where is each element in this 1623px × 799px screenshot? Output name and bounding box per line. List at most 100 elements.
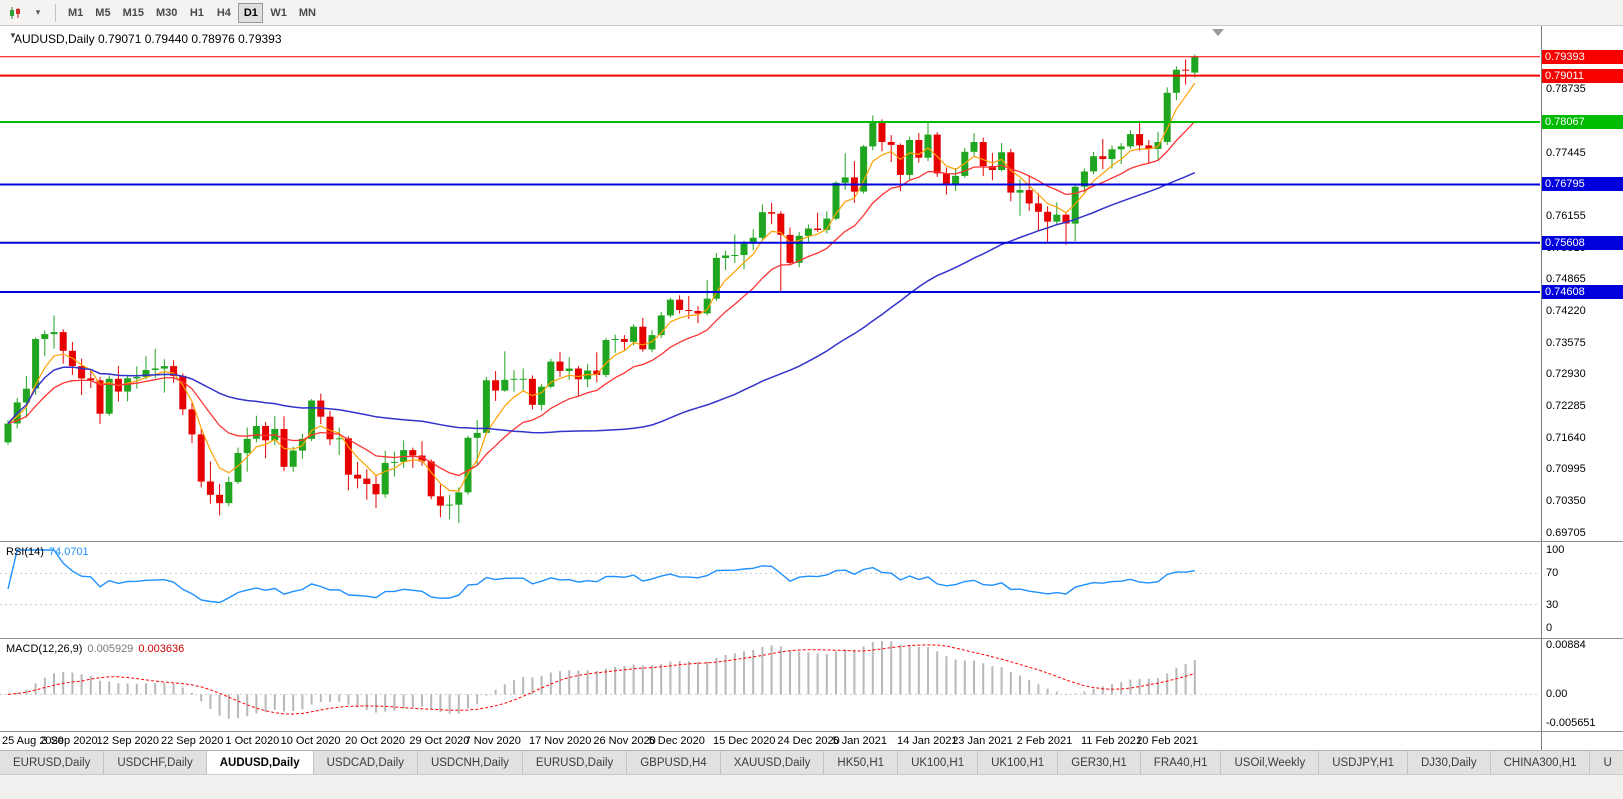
macd-histogram-bar bbox=[549, 672, 552, 695]
tab-uk100-h1[interactable]: UK100,H1 bbox=[978, 751, 1059, 774]
macd-histogram-bar bbox=[651, 665, 653, 695]
candle bbox=[1172, 66, 1180, 101]
tab-usdcnh-daily[interactable]: USDCNH,Daily bbox=[417, 751, 523, 774]
candle bbox=[657, 312, 665, 338]
tab-usoil-weekly[interactable]: USOil,Weekly bbox=[1221, 751, 1320, 774]
tab-usdcad-daily[interactable]: USDCAD,Daily bbox=[313, 751, 418, 774]
one-click-trading-arrow[interactable]: ▼ bbox=[9, 31, 17, 40]
macd-histogram-bar bbox=[365, 694, 368, 710]
tab-eurusd-daily[interactable]: EURUSD,Daily bbox=[522, 751, 628, 774]
macd-histogram-bar bbox=[632, 664, 635, 695]
candle bbox=[1117, 143, 1125, 165]
macd-histogram-bar bbox=[319, 694, 322, 702]
macd-histogram-bar bbox=[467, 694, 469, 709]
macd-histogram-bar bbox=[1083, 691, 1086, 695]
macd-histogram-bar bbox=[264, 694, 267, 713]
candle bbox=[887, 135, 895, 163]
tab-hk50-h1[interactable]: HK50,H1 bbox=[824, 751, 899, 774]
macd-histogram-bar bbox=[623, 666, 626, 695]
timeframe-m5[interactable]: M5 bbox=[90, 3, 115, 23]
tab-dj30-daily[interactable]: DJ30,Daily bbox=[1408, 751, 1491, 774]
tab-audusd-daily[interactable]: AUDUSD,Daily bbox=[206, 751, 314, 774]
candle bbox=[114, 366, 122, 402]
date-label: 12 Sep 2020 bbox=[96, 735, 159, 747]
macd-histogram-bar bbox=[927, 647, 929, 695]
candle bbox=[87, 371, 95, 389]
tab-xauusd-daily[interactable]: XAUUSD,Daily bbox=[720, 751, 825, 774]
tab-uk100-h1[interactable]: UK100,H1 bbox=[898, 751, 979, 774]
candle bbox=[1053, 202, 1061, 226]
timeframe-m1[interactable]: M1 bbox=[63, 3, 88, 23]
timeframe-w1[interactable]: W1 bbox=[265, 3, 292, 23]
macd-histogram-bar bbox=[439, 694, 442, 712]
macd-histogram-bar bbox=[641, 665, 644, 695]
toolbar-dropdown-caret[interactable]: ▾ bbox=[35, 7, 41, 17]
macd-histogram-bar bbox=[577, 670, 580, 695]
date-label: 1 Oct 2020 bbox=[225, 735, 280, 747]
price-axis[interactable]: 0.793800.787350.780900.774450.768000.761… bbox=[1541, 26, 1623, 541]
macd-histogram-bar bbox=[411, 694, 414, 708]
candle bbox=[1182, 59, 1190, 85]
main-chart[interactable] bbox=[0, 26, 1541, 541]
candle bbox=[133, 366, 141, 389]
rsi-axis: 100 70 30 0 bbox=[1541, 542, 1623, 638]
macd-histogram-bar bbox=[1074, 693, 1077, 695]
macd-histogram-bar bbox=[853, 649, 856, 695]
macd-histogram-bar bbox=[605, 668, 607, 695]
candle bbox=[933, 132, 941, 177]
tab-ger30-h1[interactable]: GER30,H1 bbox=[1058, 751, 1141, 774]
date-axis[interactable]: 25 Aug 2020 3 Sep 2020 12 Sep 2020 22 Sep 2… bbox=[0, 731, 1623, 750]
date-label: 22 Sep 2020 bbox=[161, 735, 224, 747]
resistance-line-label: 0.79011 bbox=[1542, 68, 1623, 83]
candle bbox=[611, 334, 619, 353]
timeframe-d1[interactable]: D1 bbox=[238, 2, 264, 23]
tab-usdjpy-h1[interactable]: USDJPY,H1 bbox=[1319, 751, 1408, 774]
candle bbox=[565, 357, 573, 380]
macd-histogram-bar bbox=[715, 657, 718, 695]
macd-histogram-bar bbox=[770, 645, 773, 695]
tab-eurusd-daily[interactable]: EURUSD,Daily bbox=[0, 751, 105, 774]
macd-histogram-bar bbox=[669, 661, 672, 695]
macd-histogram-bar bbox=[135, 683, 138, 695]
timeframe-h1[interactable]: H1 bbox=[184, 3, 209, 23]
macd-histogram-bar bbox=[485, 694, 488, 696]
candle bbox=[436, 484, 444, 518]
candle bbox=[216, 484, 224, 516]
timeframe-mn[interactable]: MN bbox=[294, 3, 321, 23]
candle bbox=[1191, 54, 1199, 78]
macd-histogram-bar bbox=[108, 681, 111, 695]
price-tick: 0.70350 bbox=[1546, 495, 1586, 508]
candle bbox=[630, 324, 638, 346]
timeframe-h4[interactable]: H4 bbox=[211, 3, 236, 23]
macd-histogram-bar bbox=[724, 655, 727, 695]
tab-gbpusd-h4[interactable]: GBPUSD,H4 bbox=[627, 751, 721, 774]
timeframe-m30[interactable]: M30 bbox=[151, 3, 182, 23]
timeframe-m15[interactable]: M15 bbox=[118, 3, 149, 23]
macd-histogram-bar bbox=[1000, 667, 1003, 695]
candle bbox=[482, 376, 490, 435]
chart-type-icon[interactable] bbox=[4, 3, 26, 23]
tab-fra40-h1[interactable]: FRA40,H1 bbox=[1140, 751, 1222, 774]
rsi-chart[interactable] bbox=[0, 542, 1541, 638]
candle bbox=[620, 335, 628, 350]
macd-histogram-bar bbox=[1055, 691, 1058, 695]
macd-histogram-bar bbox=[255, 694, 258, 714]
macd-histogram-bar bbox=[954, 659, 957, 695]
candle bbox=[952, 168, 960, 192]
macd-histogram-bar bbox=[430, 694, 433, 710]
macd-chart[interactable] bbox=[0, 639, 1541, 731]
candle bbox=[869, 115, 877, 151]
tab-usdchf-daily[interactable]: USDCHF,Daily bbox=[104, 751, 207, 774]
candle bbox=[979, 137, 987, 176]
candle bbox=[970, 133, 978, 156]
macd-tick: 0.00 bbox=[1546, 688, 1568, 701]
tab-u[interactable]: U bbox=[1590, 751, 1623, 774]
macd-histogram-bar bbox=[706, 661, 709, 695]
candle bbox=[4, 420, 12, 445]
macd-histogram-bar bbox=[1138, 678, 1141, 695]
candle bbox=[666, 297, 674, 318]
macd-histogram-bar bbox=[7, 694, 9, 695]
tab-china300-h1[interactable]: CHINA300,H1 bbox=[1490, 751, 1591, 774]
candle bbox=[758, 204, 766, 241]
chart-shift-marker[interactable] bbox=[1212, 29, 1224, 36]
